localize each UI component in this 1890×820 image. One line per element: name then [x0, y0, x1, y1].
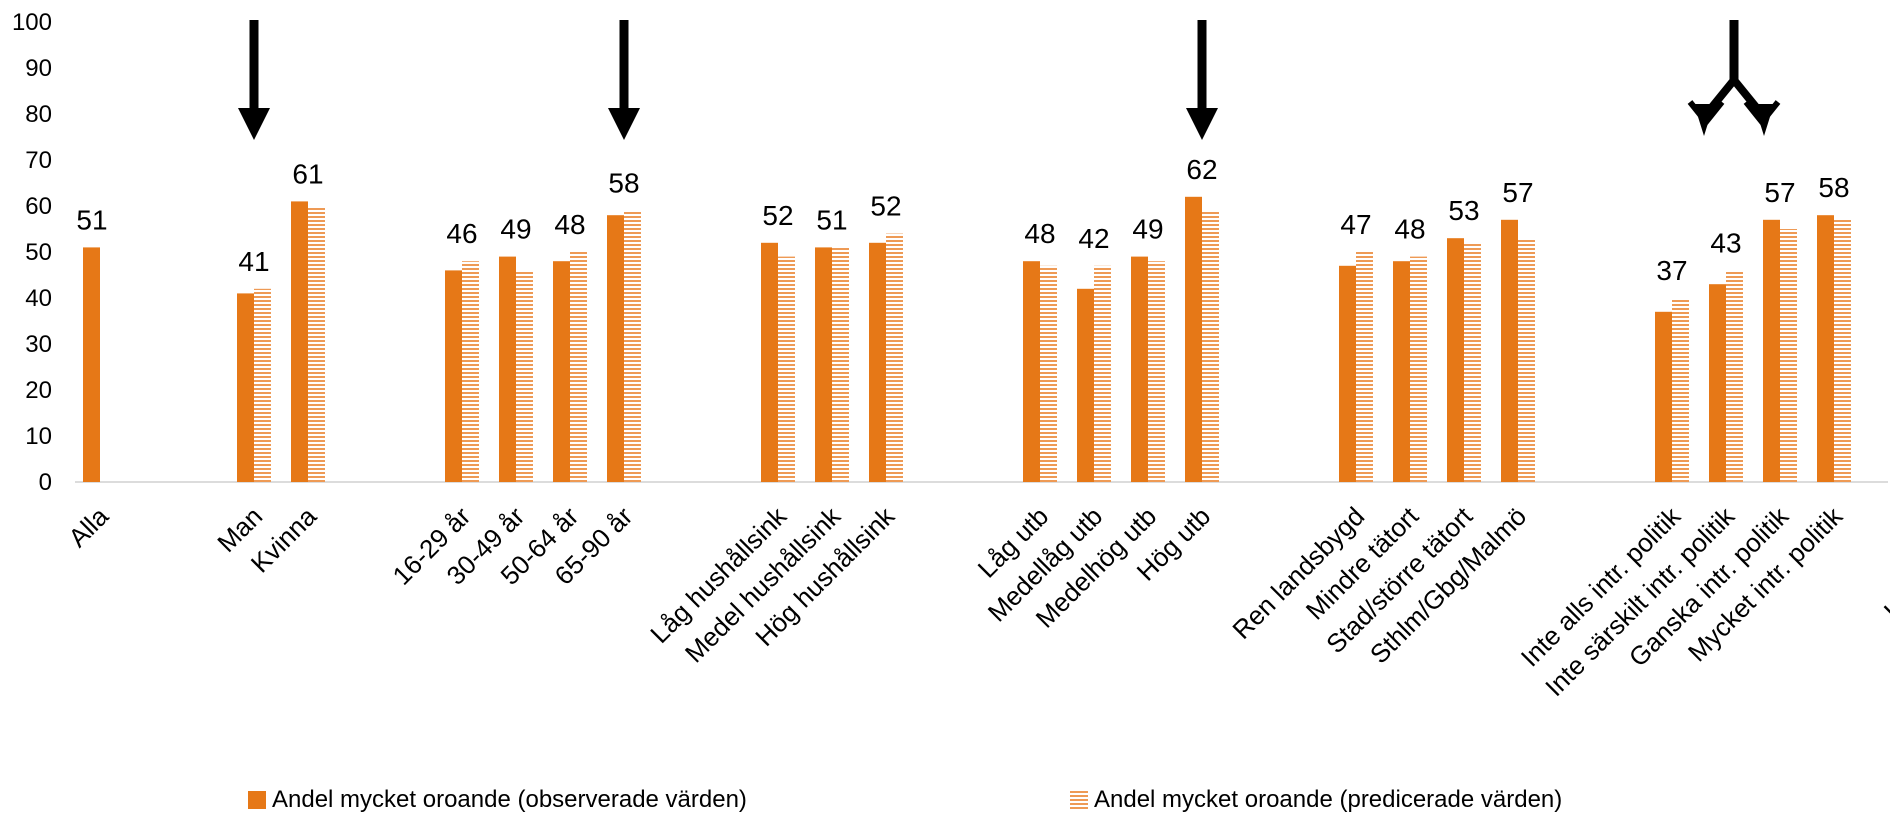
bar-observed [1023, 261, 1040, 482]
bar-predicted [1040, 265, 1057, 482]
bar-observed [553, 261, 570, 482]
bar-observed [1709, 284, 1726, 482]
bars-group [83, 196, 1851, 483]
bar-observed [237, 293, 254, 482]
y-tick-label: 100 [12, 9, 52, 36]
bar-predicted [1148, 261, 1165, 482]
bar-observed [761, 242, 778, 482]
y-tick-label: 60 [25, 193, 52, 220]
data-label: 48 [1394, 214, 1425, 245]
data-label: 46 [446, 218, 477, 249]
bar-predicted [1672, 298, 1689, 482]
bar-predicted [462, 261, 479, 482]
bar-observed [1339, 265, 1356, 482]
bar-observed [1655, 311, 1672, 482]
bar-observed [445, 270, 462, 482]
annotation-arrows-group [238, 20, 1781, 140]
legend-item-observed: Andel mycket oroande (observerade värden… [248, 786, 747, 814]
bar-predicted [1464, 242, 1481, 482]
bar-predicted [1356, 252, 1373, 482]
arrow-down-icon [238, 20, 270, 140]
bar-observed [1131, 256, 1148, 482]
bar-predicted [1410, 256, 1427, 482]
y-tick-label: 10 [25, 423, 52, 450]
data-label: 48 [554, 209, 585, 240]
y-tick-label: 0 [39, 469, 52, 496]
data-label: 47 [1340, 209, 1371, 240]
data-label: 52 [870, 191, 901, 222]
arrow-fork-icon [1687, 20, 1781, 136]
bar-predicted [1834, 219, 1851, 483]
bar-observed [869, 242, 886, 482]
data-label: 52 [762, 200, 793, 231]
bar-observed [815, 247, 832, 482]
y-tick-label: 70 [25, 147, 52, 174]
data-label: 51 [816, 204, 847, 235]
bar-predicted [778, 256, 795, 482]
y-tick-label: 80 [25, 101, 52, 128]
bar-predicted [516, 270, 533, 482]
legend-swatch-predicted [1070, 791, 1088, 809]
legend-item-predicted: Andel mycket oroande (predicerade värden… [1070, 786, 1562, 814]
bar-observed [1185, 196, 1202, 483]
y-tick-label: 90 [25, 55, 52, 82]
data-label: 37 [1656, 255, 1687, 286]
data-label: 41 [238, 246, 269, 277]
y-tick-label: 50 [25, 239, 52, 266]
data-label: 49 [500, 214, 531, 245]
y-tick-label: 30 [25, 331, 52, 358]
data-label: 62 [1186, 154, 1217, 185]
bar-predicted [254, 288, 271, 482]
bar-predicted [886, 233, 903, 482]
bar-predicted [832, 247, 849, 482]
bar-predicted [308, 206, 325, 482]
bar-observed [1447, 238, 1464, 482]
bar-predicted [1726, 270, 1743, 482]
bar-observed [1817, 215, 1834, 482]
y-tick-label: 20 [25, 377, 52, 404]
data-label: 61 [292, 158, 323, 189]
legend-swatch-observed [248, 791, 266, 809]
y-axis: 0 10 20 30 40 50 60 70 80 90 100 [12, 9, 52, 496]
data-label: 53 [1448, 195, 1479, 226]
data-label: 51 [76, 204, 107, 235]
bar-observed [1501, 219, 1518, 483]
y-tick-label: 40 [25, 285, 52, 312]
data-label: 48 [1024, 218, 1055, 249]
arrow-down-icon [1186, 20, 1218, 140]
data-label: 42 [1078, 223, 1109, 254]
x-tick-label: Klart vänster [1878, 501, 1890, 626]
data-label: 49 [1132, 214, 1163, 245]
data-label: 58 [608, 168, 639, 199]
bar-observed [1077, 288, 1094, 482]
bar-observed [1393, 261, 1410, 482]
arrow-down-icon [608, 20, 640, 140]
legend-label-predicted: Andel mycket oroande (predicerade värden… [1094, 786, 1563, 813]
bar-predicted [570, 252, 587, 482]
bar-predicted [1780, 229, 1797, 482]
data-label: 58 [1818, 172, 1849, 203]
bar-predicted [1518, 238, 1535, 482]
bar-observed [499, 256, 516, 482]
bar-predicted [624, 210, 641, 482]
bar-observed [607, 215, 624, 482]
bar-observed [83, 247, 100, 482]
bar-predicted [1094, 265, 1111, 482]
bar-observed [291, 201, 308, 482]
data-label: 57 [1502, 177, 1533, 208]
bar-predicted [1202, 210, 1219, 482]
x-tick-label: Alla [62, 501, 114, 553]
data-label: 43 [1710, 227, 1741, 258]
data-labels-group: 51 41 61 46 49 48 58 52 51 52 48 42 49 62 47 48 53 57 37 43… [76, 154, 1849, 286]
bar-observed [1763, 219, 1780, 483]
data-label: 57 [1764, 177, 1795, 208]
legend-label-observed: Andel mycket oroande (observerade värden… [272, 786, 747, 813]
